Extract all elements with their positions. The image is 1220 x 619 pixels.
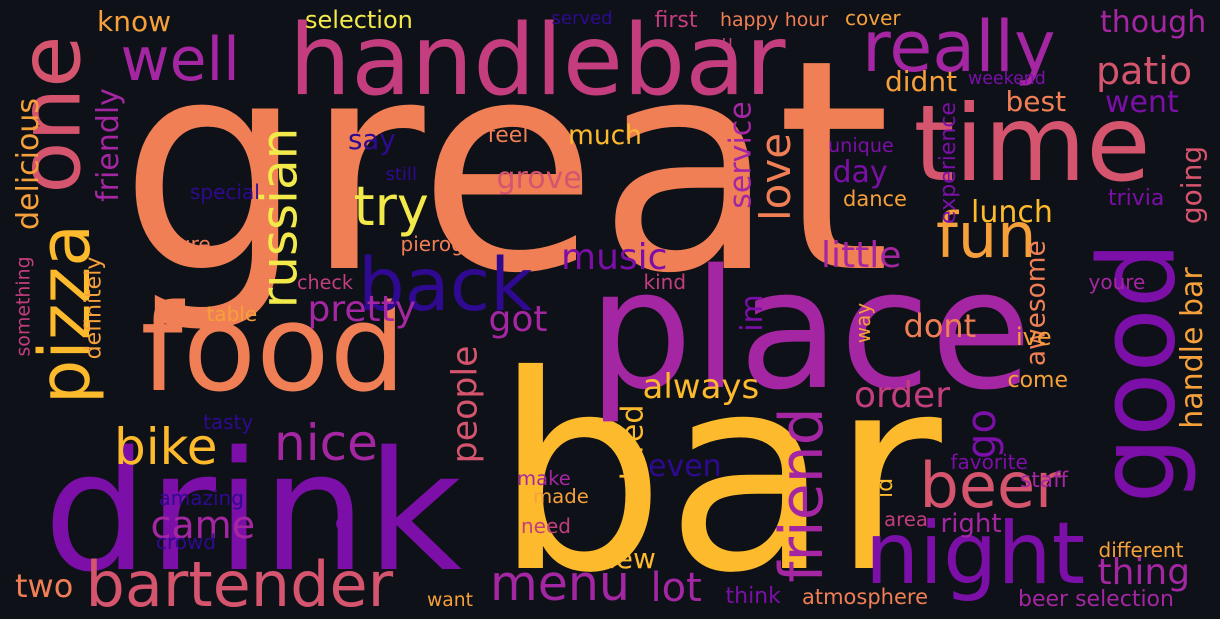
word-even: even [648, 449, 722, 484]
word-favorite: favorite [950, 450, 1028, 474]
word-got: got [488, 299, 548, 340]
word-came: came [150, 503, 256, 547]
word-table: table [206, 302, 258, 326]
word-nice: nice [274, 414, 378, 472]
word-check: check [297, 270, 353, 294]
word-drink: drink [43, 416, 463, 608]
word-much: much [568, 119, 642, 151]
word-weekend: weekend [968, 68, 1046, 89]
word-know: know [97, 5, 171, 38]
word-try: try [353, 175, 429, 238]
word-well: well [120, 25, 240, 95]
word-beer: beer [919, 449, 1061, 522]
word-bike: bike [114, 418, 218, 476]
word-went: went [1105, 85, 1179, 120]
word-thing: thing [1097, 552, 1191, 593]
word-experience: experience [935, 102, 961, 224]
word-im: im [734, 294, 770, 332]
word-music: music [561, 237, 668, 278]
word-area: area [884, 508, 928, 531]
word-friendly: friendly [90, 88, 126, 202]
word-people: people [445, 344, 486, 463]
word-place: place [588, 234, 1032, 426]
word-selection: selection [305, 6, 413, 34]
word-crowd: crowd [156, 530, 217, 554]
word-day: day [832, 155, 888, 190]
word-u: u [721, 32, 733, 53]
word-way: way [851, 302, 876, 344]
word-bar: bar [494, 317, 942, 619]
word-still: still [385, 164, 417, 185]
word-unique: unique [828, 133, 894, 157]
word-special: special [190, 180, 260, 204]
word-want: want [427, 589, 473, 611]
word-happy-hour: happy hour [720, 8, 828, 31]
word-pretty: pretty [307, 289, 417, 330]
word-going: going [1175, 145, 1209, 225]
word-trivia: trivia [1108, 186, 1165, 211]
word-atmosphere: atmosphere [802, 584, 928, 609]
word-handlebar: handlebar [289, 4, 786, 118]
word-kind: kind [643, 270, 687, 294]
word-patio: patio [1096, 49, 1193, 93]
word-didnt: didnt [885, 65, 958, 98]
word-new: new [598, 542, 656, 575]
word-first: first [654, 8, 698, 33]
word-time: time [913, 83, 1151, 205]
word-youre: youre [1088, 270, 1146, 294]
word-dance: dance [843, 186, 907, 211]
word-bartender: bartender [85, 548, 394, 619]
word-pierogi: pierogi [400, 232, 470, 256]
word-made: made [533, 485, 589, 508]
word-back: back [358, 242, 533, 328]
word-think: think [725, 584, 781, 609]
word-ive: ive [1016, 323, 1052, 351]
word-love: love [751, 132, 801, 222]
word-staff: staff [1020, 468, 1069, 493]
word-sure: sure [167, 232, 211, 256]
word-fun: fun [936, 199, 1037, 272]
word-great: great [119, 0, 891, 337]
word-lunch: lunch [971, 195, 1053, 230]
word-dont: dont [903, 307, 977, 345]
word-order: order [854, 375, 950, 416]
word-best: best [1005, 85, 1067, 118]
word-say: say [348, 123, 396, 156]
word-menu: menu [490, 555, 630, 612]
word-feel: feel [487, 123, 529, 148]
word-always: always [642, 367, 760, 407]
word-food: food [140, 280, 406, 419]
word-little: little [821, 235, 902, 276]
word-night: night [865, 505, 1086, 604]
word-grove: grove [496, 161, 582, 196]
word-lot: lot [650, 565, 702, 611]
word-make: make [517, 467, 571, 490]
word-served: served [551, 8, 613, 29]
word-need: need [521, 514, 571, 538]
word-beer-selection: beer selection [1018, 587, 1174, 612]
word-delicious: delicious [11, 98, 46, 230]
word-cover: cover [845, 6, 901, 30]
word-ordered: ordered [614, 404, 650, 522]
word-right: right [940, 509, 1002, 539]
word-friend: friend [766, 407, 837, 583]
word-come: come [1007, 368, 1069, 393]
word-id: id [873, 477, 899, 499]
word-amazing: amazing [158, 486, 244, 510]
word-dj: dj [335, 510, 354, 534]
word-two: two [15, 567, 74, 605]
word-something: something [12, 255, 35, 356]
word-handle-bar: handle bar [1174, 267, 1210, 429]
word-really: really [862, 6, 1056, 88]
word-service: service [723, 101, 759, 209]
word-though: though [1100, 5, 1207, 40]
word-different: different [1098, 538, 1184, 562]
word-tasty: tasty [203, 410, 254, 434]
word-definitely: definitely [80, 256, 106, 360]
